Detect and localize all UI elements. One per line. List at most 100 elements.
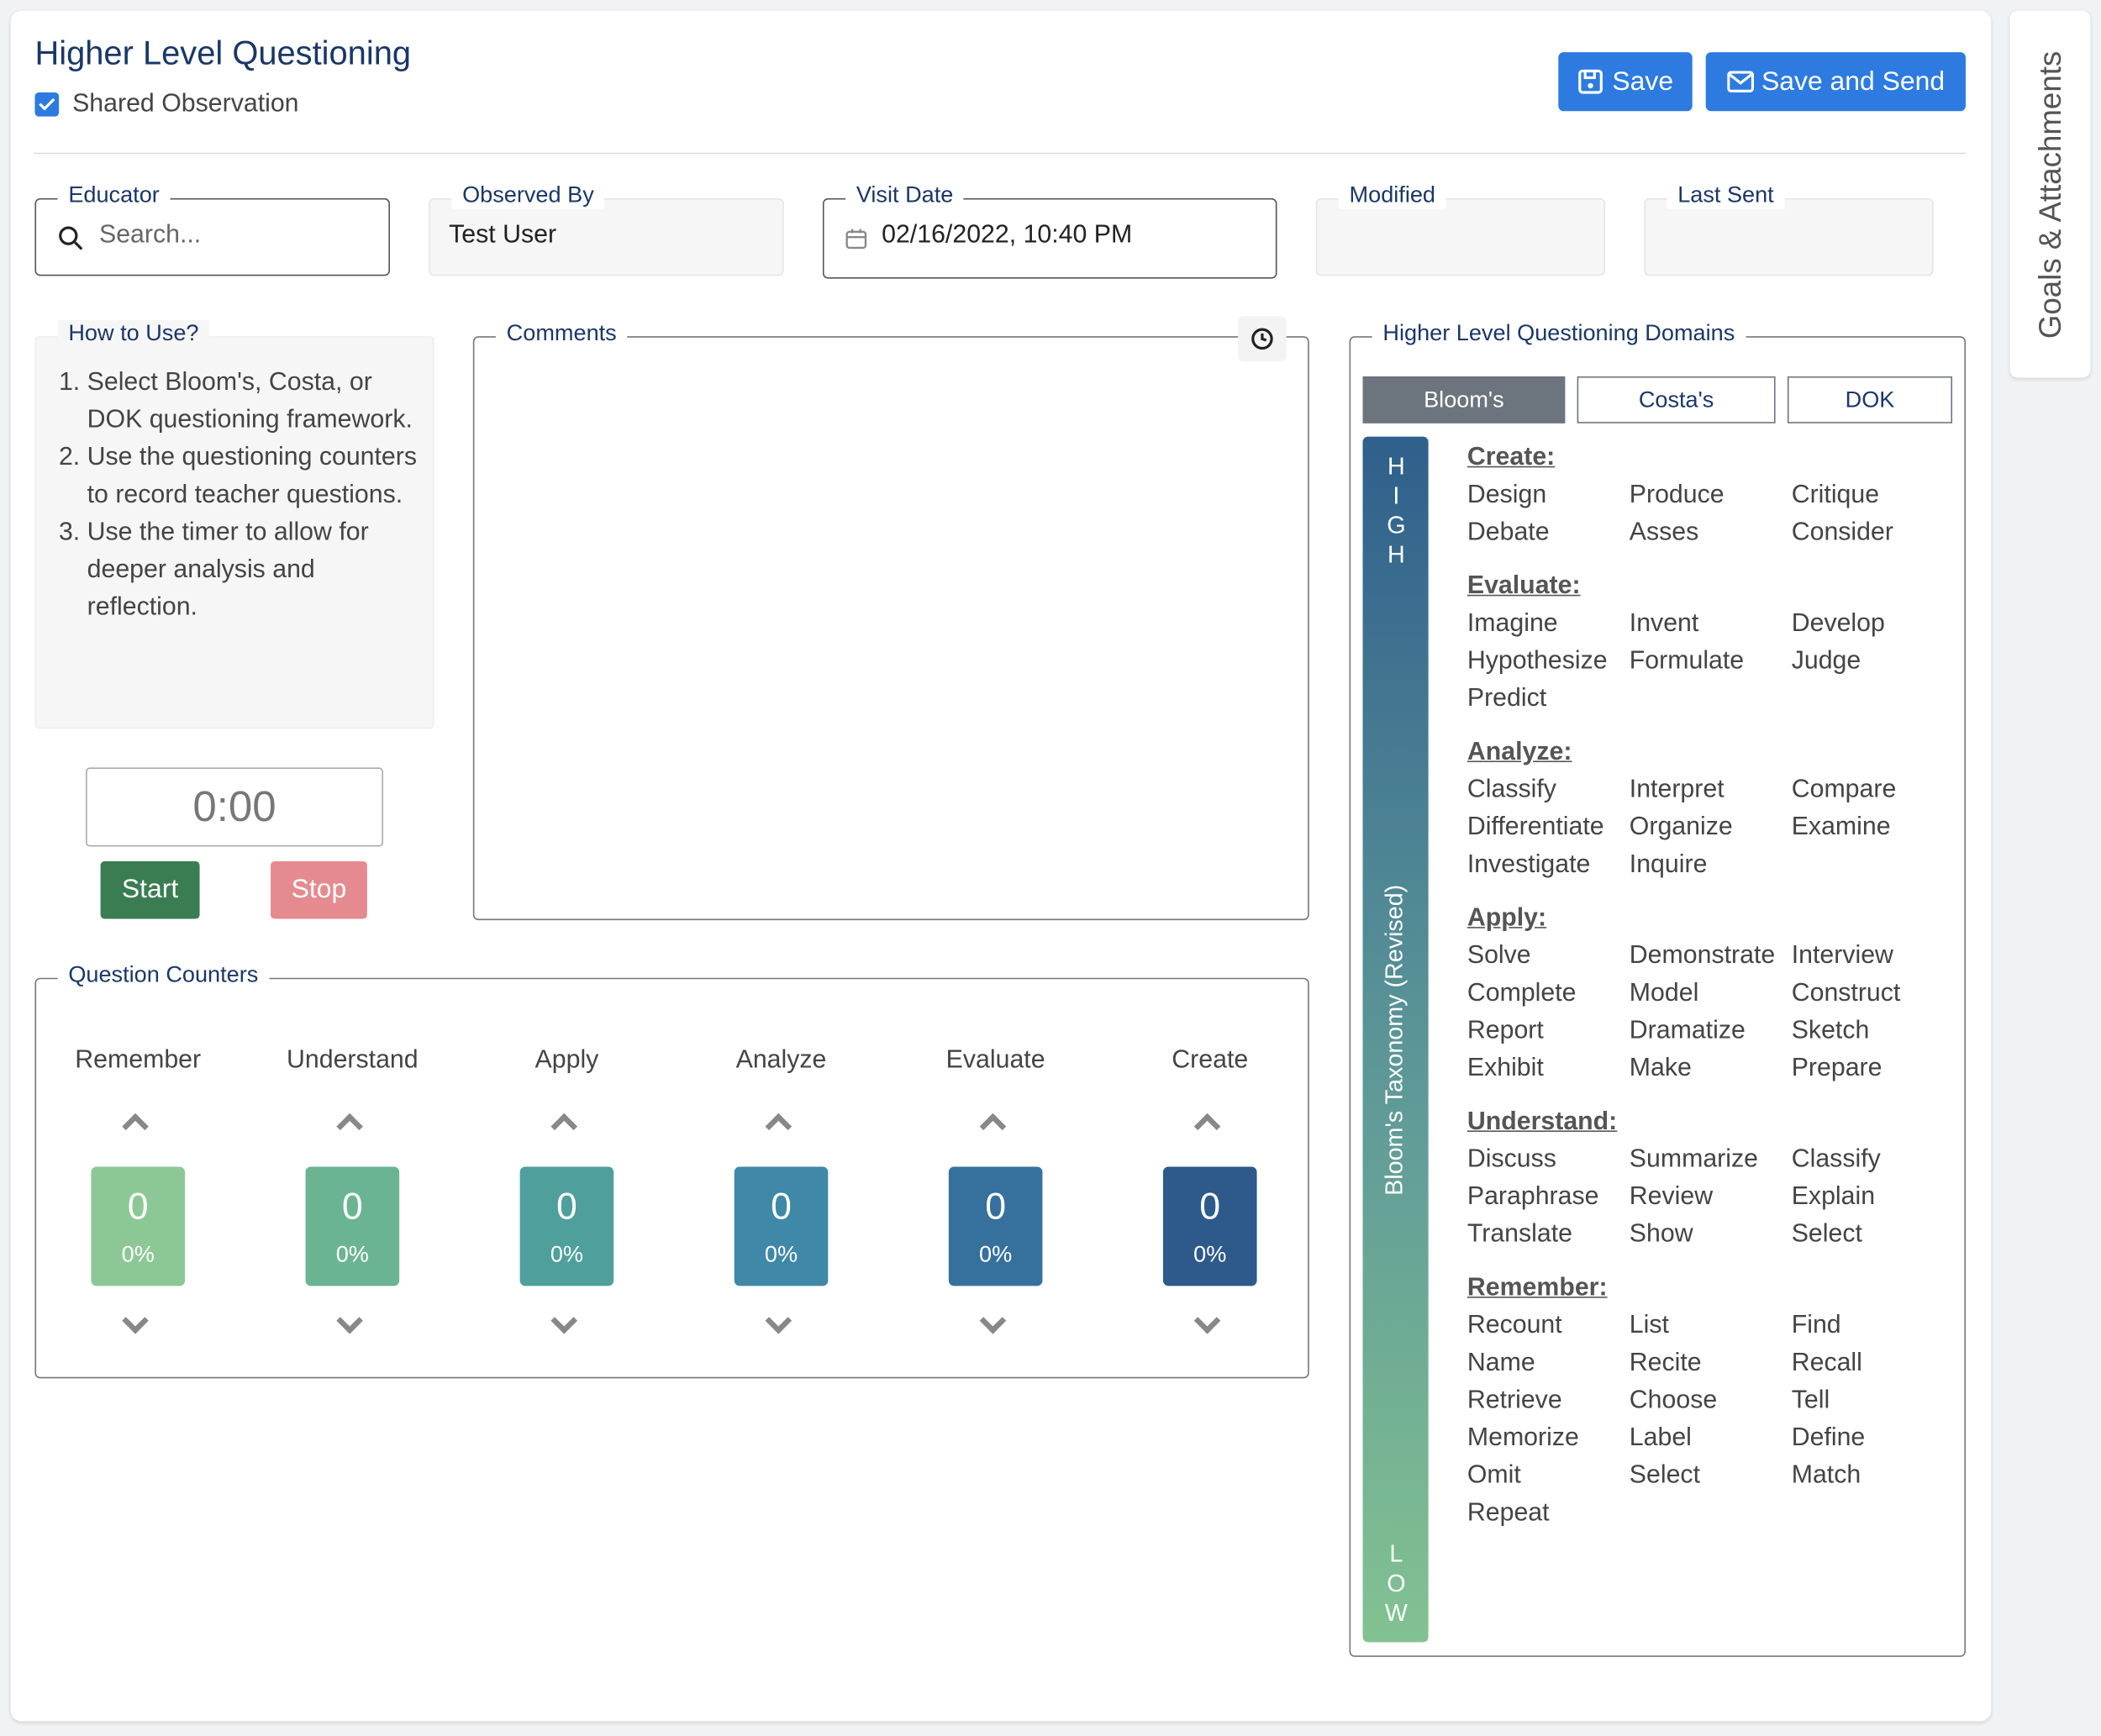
counter-percent: 0% bbox=[335, 1241, 369, 1268]
word: Develop bbox=[1791, 609, 1885, 638]
field-value: 02/16/2022, 10:40 PM bbox=[882, 221, 1133, 250]
mail-icon bbox=[1726, 71, 1754, 92]
word: Explain bbox=[1791, 1182, 1876, 1212]
counter-down[interactable] bbox=[979, 1307, 1007, 1334]
how-to-step: Select Bloom's, Costa, or DOK questionin… bbox=[87, 365, 423, 439]
word-group: Apply: Solve Demonstrate Interview Complete M… bbox=[1467, 900, 1963, 1087]
word: Report bbox=[1466, 1016, 1544, 1045]
field-label: Observed By bbox=[451, 181, 605, 209]
word: Recount bbox=[1466, 1311, 1562, 1340]
field[interactable]: Educator Search... bbox=[34, 181, 390, 276]
save-button[interactable]: Save bbox=[1558, 52, 1693, 112]
word: Make bbox=[1629, 1054, 1692, 1083]
word-group: Understand: Discuss Summarize Classify Parap… bbox=[1467, 1104, 1963, 1255]
word: Judge bbox=[1791, 646, 1861, 676]
scale-label: Bloom's Taxonomy (Revised) bbox=[1381, 883, 1409, 1196]
counter-up[interactable] bbox=[550, 1113, 578, 1140]
word: Interview bbox=[1791, 941, 1893, 971]
word: Inquire bbox=[1629, 850, 1708, 879]
framework-tab[interactable]: Bloom's bbox=[1362, 376, 1566, 423]
word: Organize bbox=[1629, 813, 1733, 842]
high-label: HIGH bbox=[1382, 452, 1410, 571]
counter-up[interactable] bbox=[122, 1113, 149, 1140]
group-heading: Evaluate: bbox=[1466, 571, 1581, 601]
field[interactable]: Visit Date 02/16/2022, 10:40 PM bbox=[822, 181, 1277, 279]
counter-down[interactable] bbox=[122, 1307, 149, 1334]
field-value: Test User bbox=[449, 221, 557, 250]
stop-button[interactable]: Stop bbox=[271, 861, 367, 919]
word: Asses bbox=[1629, 518, 1699, 547]
group-heading: Create: bbox=[1466, 443, 1556, 472]
counter-name: Create bbox=[1172, 1045, 1249, 1075]
word: Investigate bbox=[1466, 850, 1591, 879]
word: Show bbox=[1629, 1220, 1693, 1249]
counter-name: Understand bbox=[287, 1045, 419, 1075]
word: Summarize bbox=[1629, 1144, 1758, 1174]
counters-title: Question Counters bbox=[57, 961, 270, 989]
framework-tab[interactable]: Costa's bbox=[1577, 376, 1776, 423]
comments-label: Comments bbox=[495, 319, 628, 347]
clock-icon bbox=[1251, 328, 1273, 350]
counter-percent: 0% bbox=[1193, 1241, 1227, 1268]
word-grid: Solve Demonstrate Interview Complete Model Co… bbox=[1467, 938, 1963, 1088]
counter-down[interactable] bbox=[765, 1307, 792, 1334]
word: Select bbox=[1791, 1220, 1862, 1249]
low-label: LOW bbox=[1382, 1540, 1410, 1629]
word: Imagine bbox=[1466, 609, 1558, 638]
word: Repeat bbox=[1466, 1498, 1550, 1528]
counter-percent: 0% bbox=[550, 1241, 584, 1268]
counter-down[interactable] bbox=[1193, 1307, 1221, 1334]
counter-up[interactable] bbox=[1193, 1113, 1221, 1140]
comments-box[interactable]: Comments bbox=[472, 316, 1309, 921]
field-label: Visit Date bbox=[845, 181, 965, 209]
scale-wrap: Bloom's Taxonomy (Revised) bbox=[1363, 437, 1429, 1643]
word: Solve bbox=[1466, 941, 1531, 971]
counter-down[interactable] bbox=[336, 1307, 363, 1334]
counter-up[interactable] bbox=[979, 1113, 1007, 1140]
word: Invent bbox=[1629, 609, 1699, 638]
group-heading: Remember: bbox=[1466, 1273, 1608, 1302]
word-group: Create: Design Produce Critique Debate Asses C… bbox=[1467, 439, 1963, 552]
field: Last Sent bbox=[1644, 181, 1934, 276]
counter-down[interactable] bbox=[550, 1307, 578, 1334]
how-to-title: How to Use? bbox=[57, 319, 210, 347]
field-placeholder: Search... bbox=[98, 221, 202, 250]
save-send-button[interactable]: Save and Send bbox=[1705, 52, 1966, 112]
how-to-box: How to Use? Select Bloom's, Costa, or DO… bbox=[34, 319, 434, 729]
framework-tab[interactable]: DOK bbox=[1787, 376, 1953, 423]
word: Name bbox=[1466, 1349, 1535, 1377]
word: Sketch bbox=[1791, 1016, 1870, 1045]
word: Select bbox=[1629, 1461, 1700, 1490]
word: Formulate bbox=[1629, 646, 1745, 676]
word-grid: Recount List Find Name Recite Recall Retrieve C… bbox=[1467, 1307, 1963, 1533]
word: Tell bbox=[1791, 1386, 1830, 1415]
field: Observed By Test User bbox=[429, 181, 784, 276]
word: Memorize bbox=[1466, 1423, 1579, 1453]
save-send-text: Save and Send bbox=[1761, 66, 1946, 96]
counter-count: 0 bbox=[127, 1185, 149, 1228]
start-button[interactable]: Start bbox=[100, 861, 200, 919]
counter-count: 0 bbox=[341, 1185, 363, 1228]
word: Differentiate bbox=[1466, 813, 1604, 842]
field-label: Modified bbox=[1338, 181, 1446, 209]
word-grid: Imagine Invent Develop Hypothesize Formulate… bbox=[1467, 606, 1963, 718]
shared-checkbox[interactable] bbox=[34, 92, 60, 117]
counter-count: 0 bbox=[556, 1185, 577, 1228]
counter-box: 0 0% bbox=[1162, 1166, 1257, 1286]
word: Model bbox=[1629, 979, 1699, 1007]
counters-box: Question Counters Remember 0 0% Understand 0… bbox=[34, 961, 1309, 1379]
word: Interpret bbox=[1629, 775, 1725, 804]
counter-name: Analyze bbox=[735, 1045, 827, 1075]
word: Exhibit bbox=[1466, 1054, 1544, 1083]
counter-up[interactable] bbox=[336, 1113, 363, 1140]
calendar-icon bbox=[845, 229, 867, 250]
counter-up[interactable] bbox=[765, 1113, 792, 1140]
word: Produce bbox=[1629, 481, 1725, 509]
taxonomy-bar: HIGH LOW Bloom's Taxonomy (Revised) bbox=[1362, 436, 1429, 1643]
word: Complete bbox=[1466, 979, 1577, 1007]
side-tab[interactable]: Goals & Attachments bbox=[2009, 10, 2091, 378]
clock-button[interactable] bbox=[1238, 316, 1287, 362]
word: Recite bbox=[1629, 1349, 1702, 1377]
counter-count: 0 bbox=[985, 1185, 1007, 1228]
